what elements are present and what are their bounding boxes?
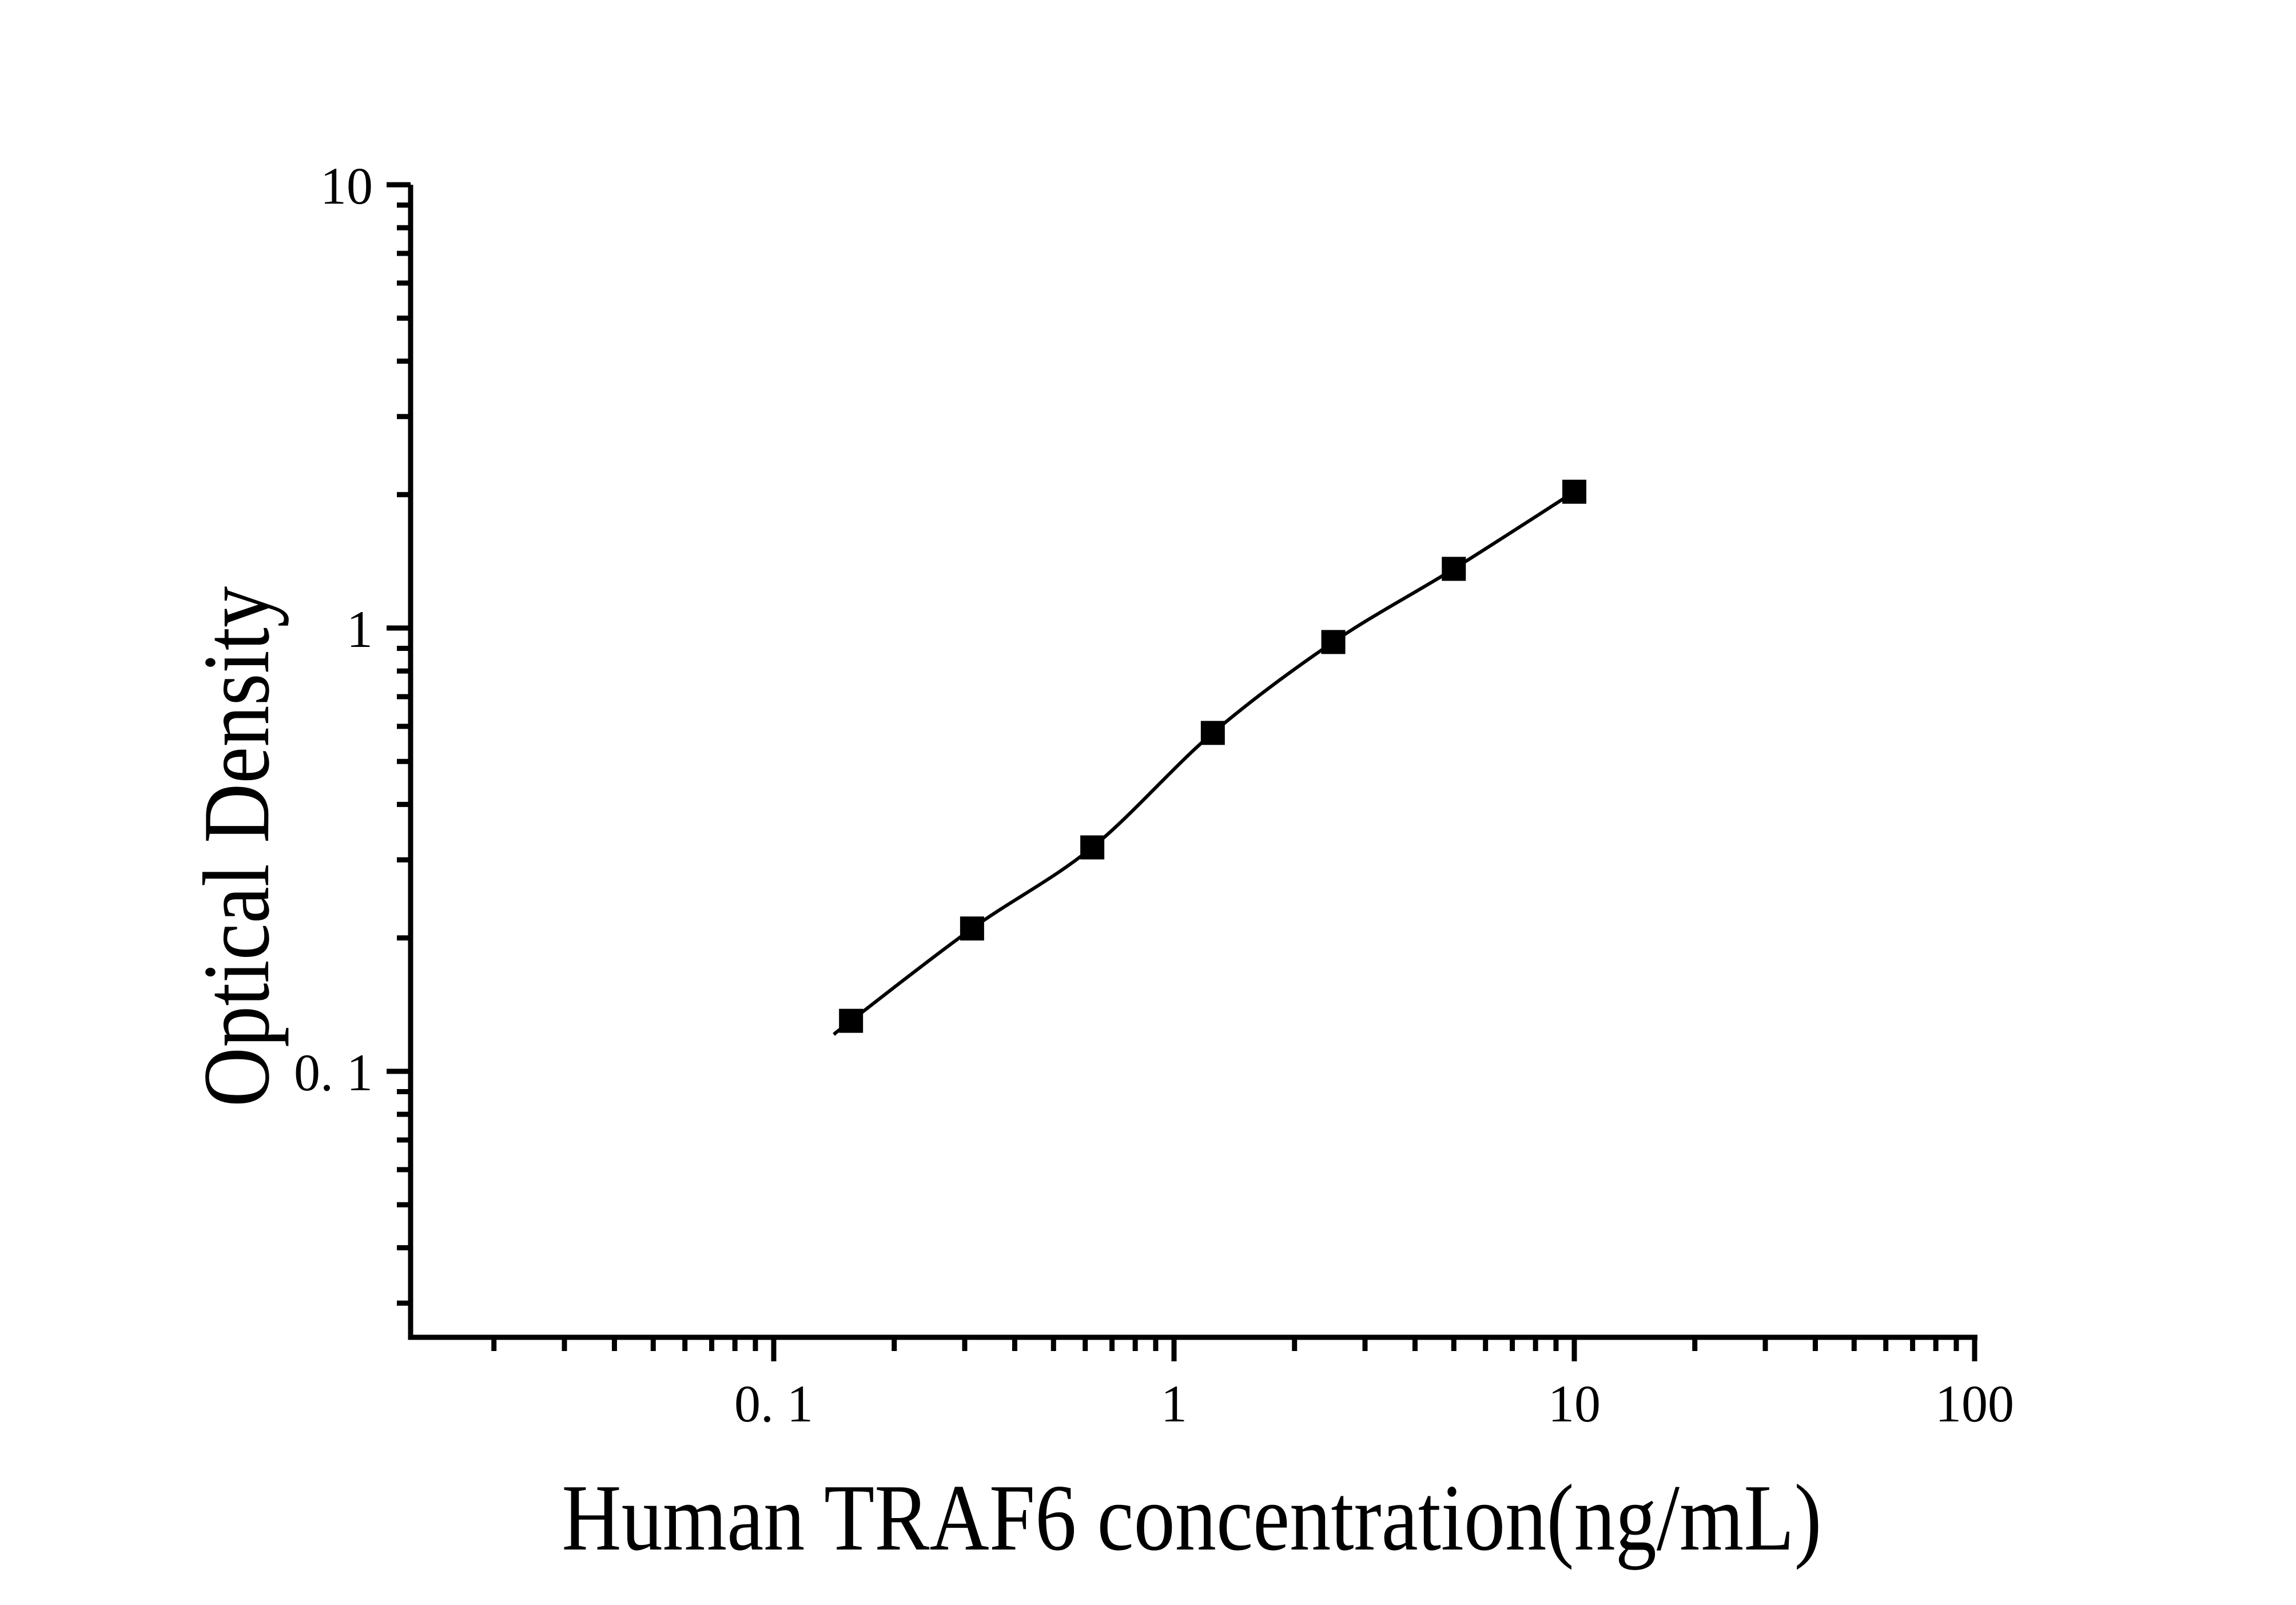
x-axis-title: Human TRAF6 concentration(ng/mL) [562, 1465, 1822, 1570]
y-tick-label-1: 1 [347, 600, 373, 658]
x-tick-label-10: 10 [1548, 1374, 1601, 1433]
data-point-marker-0.625 [1080, 835, 1105, 860]
data-point-marker-2.5 [1321, 630, 1346, 654]
x-tick-label-100: 100 [1935, 1374, 2014, 1433]
data-point-marker-10 [1562, 479, 1586, 504]
data-point-marker-5 [1442, 557, 1466, 581]
y-tick-label-0.1: 0. 1 [294, 1043, 373, 1102]
y-axis-title: Optical Density [184, 586, 289, 1107]
x-tick-label-1: 1 [1161, 1374, 1187, 1433]
data-point-marker-0.313 [960, 916, 984, 941]
data-point-marker-1.25 [1200, 721, 1225, 745]
x-tick-label-0.1: 0. 1 [734, 1374, 813, 1433]
y-tick-label-10: 10 [320, 157, 373, 215]
data-point-marker-0.156 [839, 1008, 864, 1033]
axes-lines [408, 185, 1977, 1340]
